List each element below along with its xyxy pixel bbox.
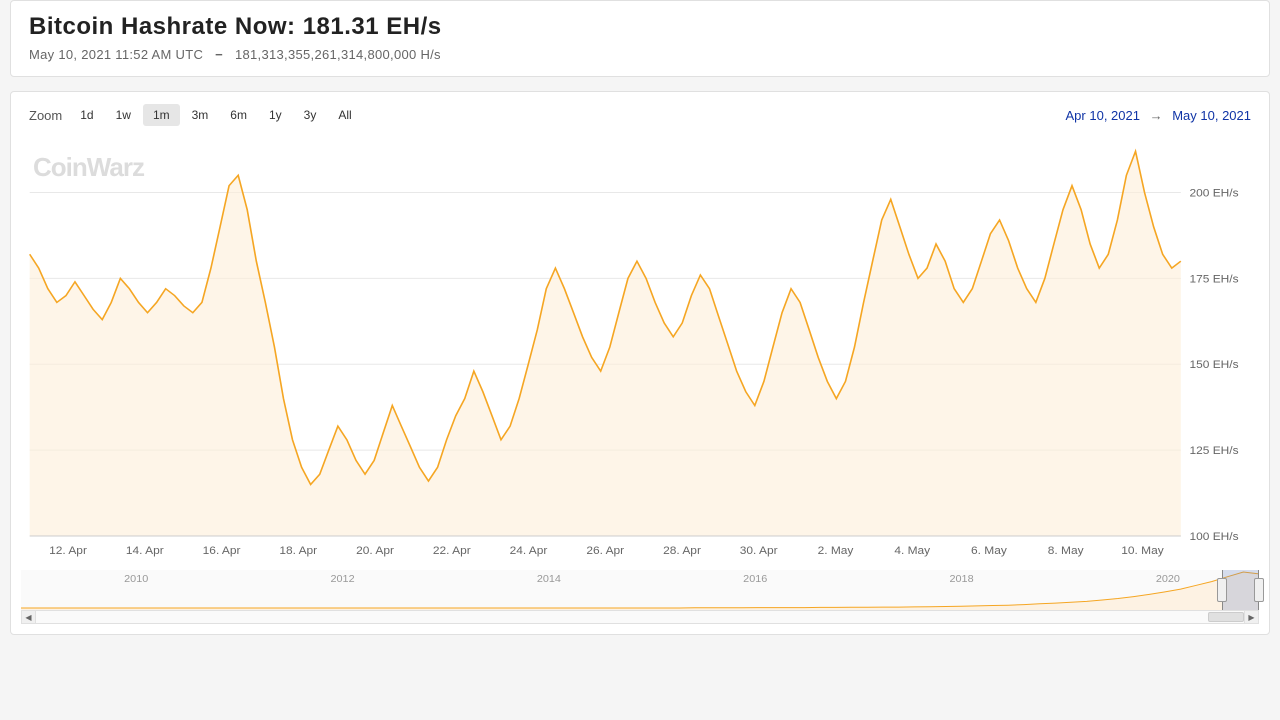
date-range: Apr 10, 2021 → May 10, 2021	[1066, 108, 1251, 123]
date-to[interactable]: May 10, 2021	[1172, 108, 1251, 123]
zoom-btn-1m[interactable]: 1m	[143, 104, 180, 126]
svg-text:175 EH/s: 175 EH/s	[1189, 274, 1238, 285]
chart-svg[interactable]: 100 EH/s 125 EH/s 150 EH/s 175 EH/s 200 EH/s…	[21, 136, 1259, 566]
zoom-btn-1w[interactable]: 1w	[106, 104, 141, 126]
scrollbar[interactable]: ◀ ▶	[21, 610, 1259, 624]
zoom-btn-1d[interactable]: 1d	[70, 104, 103, 126]
zoom-btn-3m[interactable]: 3m	[182, 104, 219, 126]
dash-separator: −	[215, 47, 223, 62]
svg-text:8. May: 8. May	[1048, 545, 1084, 556]
navigator-svg[interactable]: 2010 2012 2014 2016 2018 2020	[21, 570, 1259, 610]
chart-area[interactable]: COINWARZ 100 EH/s 125 EH/s 150 EH/s 175 EH/…	[21, 136, 1259, 566]
svg-text:6. May: 6. May	[971, 545, 1007, 556]
svg-text:2016: 2016	[743, 574, 767, 585]
svg-text:12. Apr: 12. Apr	[49, 545, 87, 556]
subtitle: May 10, 2021 11:52 AM UTC − 181,313,355,…	[29, 47, 1251, 62]
svg-text:16. Apr: 16. Apr	[203, 545, 241, 556]
scroll-thumb[interactable]	[1208, 612, 1244, 622]
navigator-handle-right[interactable]	[1254, 578, 1264, 602]
zoom-btn-1y[interactable]: 1y	[259, 104, 292, 126]
header-card: Bitcoin Hashrate Now: 181.31 EH/s May 10…	[10, 0, 1270, 77]
svg-text:2018: 2018	[950, 574, 974, 585]
arrow-right-icon: →	[1150, 108, 1163, 123]
svg-text:2010: 2010	[124, 574, 148, 585]
navigator-handle-left[interactable]	[1217, 578, 1227, 602]
svg-text:10. May: 10. May	[1121, 545, 1164, 556]
zoom-btn-All[interactable]: All	[328, 104, 361, 126]
svg-text:28. Apr: 28. Apr	[663, 545, 701, 556]
scroll-right-icon[interactable]: ▶	[1244, 611, 1258, 623]
watermark: COINWARZ	[33, 152, 144, 183]
navigator[interactable]: 2010 2012 2014 2016 2018 2020 ◀ ▶	[21, 570, 1259, 626]
zoom-buttons: 1d1w1m3m6m1y3yAll	[70, 104, 363, 126]
zoom-label: Zoom	[29, 108, 62, 123]
svg-text:18. Apr: 18. Apr	[279, 545, 317, 556]
svg-text:22. Apr: 22. Apr	[433, 545, 471, 556]
svg-text:2. May: 2. May	[818, 545, 854, 556]
chart-controls: Zoom 1d1w1m3m6m1y3yAll Apr 10, 2021 → Ma…	[21, 104, 1259, 136]
scroll-left-icon[interactable]: ◀	[22, 611, 36, 623]
raw-value: 181,313,355,261,314,800,000 H/s	[235, 47, 441, 62]
zoom-btn-3y[interactable]: 3y	[294, 104, 327, 126]
svg-text:20. Apr: 20. Apr	[356, 545, 394, 556]
svg-text:2014: 2014	[537, 574, 561, 585]
scroll-track[interactable]	[36, 611, 1244, 623]
svg-text:200 EH/s: 200 EH/s	[1189, 188, 1238, 199]
svg-text:30. Apr: 30. Apr	[740, 545, 778, 556]
chart-card: Zoom 1d1w1m3m6m1y3yAll Apr 10, 2021 → Ma…	[10, 91, 1270, 635]
svg-text:100 EH/s: 100 EH/s	[1189, 531, 1238, 542]
svg-text:2012: 2012	[331, 574, 355, 585]
svg-text:26. Apr: 26. Apr	[586, 545, 624, 556]
svg-text:150 EH/s: 150 EH/s	[1189, 360, 1238, 371]
svg-text:125 EH/s: 125 EH/s	[1189, 446, 1238, 457]
svg-text:2020: 2020	[1156, 574, 1180, 585]
zoom-btn-6m[interactable]: 6m	[220, 104, 257, 126]
timestamp: May 10, 2021 11:52 AM UTC	[29, 47, 203, 62]
svg-text:4. May: 4. May	[894, 545, 930, 556]
date-from[interactable]: Apr 10, 2021	[1066, 108, 1140, 123]
svg-text:14. Apr: 14. Apr	[126, 545, 164, 556]
svg-text:24. Apr: 24. Apr	[510, 545, 548, 556]
page-title: Bitcoin Hashrate Now: 181.31 EH/s	[29, 13, 1251, 41]
